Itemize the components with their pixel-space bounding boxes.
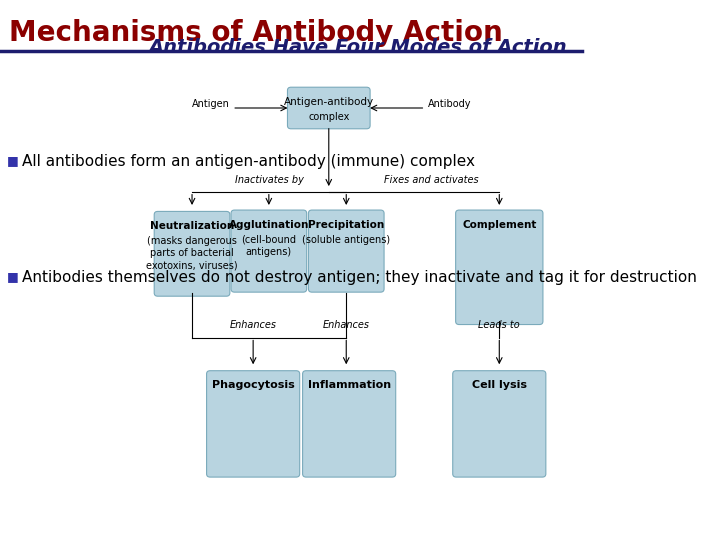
Text: Antibodies themselves do not destroy antigen; they inactivate and tag it for des: Antibodies themselves do not destroy ant…	[22, 270, 697, 285]
Text: Phagocytosis: Phagocytosis	[212, 380, 294, 390]
Text: Antigen-antibody: Antigen-antibody	[284, 97, 374, 107]
FancyBboxPatch shape	[453, 370, 546, 477]
Text: All antibodies form an antigen-antibody (immune) complex: All antibodies form an antigen-antibody …	[22, 154, 475, 169]
Text: Leads to: Leads to	[478, 320, 520, 330]
Text: Inflammation: Inflammation	[307, 380, 391, 390]
Text: Antibodies Have Four Modes of Action: Antibodies Have Four Modes of Action	[148, 38, 567, 57]
FancyBboxPatch shape	[287, 87, 370, 129]
FancyBboxPatch shape	[302, 370, 396, 477]
Text: Fixes and activates: Fixes and activates	[384, 174, 479, 185]
Text: Precipitation: Precipitation	[308, 220, 384, 230]
FancyBboxPatch shape	[456, 210, 543, 325]
Text: Mechanisms of Antibody Action: Mechanisms of Antibody Action	[9, 19, 503, 47]
Text: Neutralization: Neutralization	[150, 221, 234, 231]
Text: ■: ■	[7, 270, 19, 283]
Text: (soluble antigens): (soluble antigens)	[302, 235, 390, 245]
FancyBboxPatch shape	[231, 210, 307, 292]
Text: Enhances: Enhances	[323, 320, 370, 330]
FancyBboxPatch shape	[207, 370, 300, 477]
Text: Enhances: Enhances	[230, 320, 276, 330]
Text: (masks dangerous
parts of bacterial
exotoxins, viruses): (masks dangerous parts of bacterial exot…	[146, 237, 238, 270]
Text: Agglutination: Agglutination	[229, 220, 309, 230]
Text: (cell-bound
antigens): (cell-bound antigens)	[241, 235, 297, 257]
Text: Cell lysis: Cell lysis	[472, 380, 527, 390]
FancyBboxPatch shape	[154, 211, 230, 296]
FancyBboxPatch shape	[308, 210, 384, 292]
Text: complex: complex	[308, 112, 349, 122]
Text: ■: ■	[7, 154, 19, 167]
Text: Complement: Complement	[462, 220, 536, 230]
Text: Inactivates by: Inactivates by	[235, 174, 304, 185]
Text: Antigen: Antigen	[192, 99, 230, 109]
Text: Antibody: Antibody	[428, 99, 471, 109]
